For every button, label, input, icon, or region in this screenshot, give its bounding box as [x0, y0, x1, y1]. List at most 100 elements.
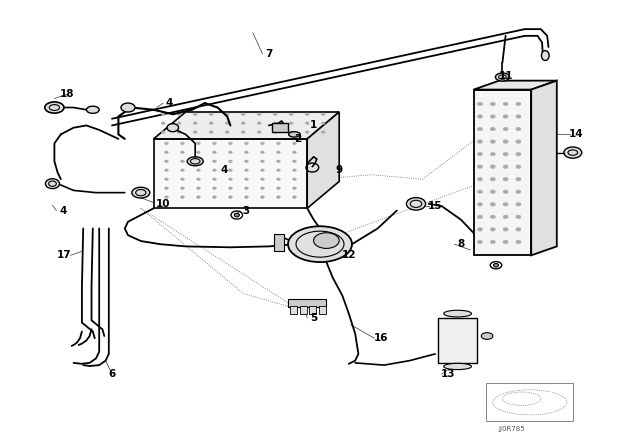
Circle shape [321, 122, 325, 125]
Circle shape [490, 102, 495, 106]
Circle shape [477, 102, 483, 106]
Circle shape [276, 196, 280, 198]
Circle shape [516, 228, 521, 231]
Circle shape [292, 187, 296, 190]
Circle shape [503, 228, 508, 231]
Circle shape [490, 177, 495, 181]
Circle shape [490, 152, 495, 156]
Ellipse shape [314, 233, 339, 248]
Circle shape [212, 160, 216, 163]
Polygon shape [307, 112, 339, 208]
Circle shape [161, 131, 165, 134]
Circle shape [289, 131, 293, 134]
Circle shape [244, 142, 248, 145]
Circle shape [516, 102, 521, 106]
Circle shape [212, 196, 216, 198]
Circle shape [289, 122, 293, 125]
Circle shape [225, 113, 229, 116]
Circle shape [490, 140, 495, 143]
Circle shape [477, 215, 483, 219]
Circle shape [209, 113, 213, 116]
Text: 15: 15 [428, 201, 442, 211]
Bar [274, 234, 284, 251]
Ellipse shape [167, 124, 179, 132]
Circle shape [516, 190, 521, 194]
Circle shape [260, 160, 264, 163]
Ellipse shape [495, 73, 509, 81]
Text: JJ0R785: JJ0R785 [499, 426, 525, 432]
Ellipse shape [121, 103, 135, 112]
Circle shape [516, 202, 521, 206]
Circle shape [490, 165, 495, 168]
Circle shape [477, 177, 483, 181]
Text: 5: 5 [310, 313, 317, 323]
Circle shape [180, 196, 184, 198]
Circle shape [490, 228, 495, 231]
Text: 2: 2 [294, 134, 301, 144]
Circle shape [516, 140, 521, 143]
Circle shape [276, 160, 280, 163]
Circle shape [305, 113, 309, 116]
Circle shape [193, 113, 197, 116]
Circle shape [503, 190, 508, 194]
Polygon shape [531, 81, 557, 255]
Circle shape [273, 131, 277, 134]
Circle shape [292, 160, 296, 163]
Circle shape [477, 190, 483, 194]
Circle shape [516, 152, 521, 156]
Circle shape [273, 113, 277, 116]
Circle shape [260, 196, 264, 198]
Circle shape [292, 169, 296, 172]
Circle shape [180, 169, 184, 172]
Circle shape [292, 178, 296, 181]
Circle shape [305, 122, 309, 125]
Circle shape [490, 115, 495, 118]
Circle shape [292, 196, 296, 198]
Circle shape [276, 187, 280, 190]
Circle shape [503, 177, 508, 181]
Circle shape [228, 169, 232, 172]
Circle shape [177, 122, 181, 125]
Circle shape [212, 142, 216, 145]
Bar [290, 306, 297, 314]
Circle shape [161, 122, 165, 125]
Bar [474, 90, 531, 255]
Bar [438, 318, 477, 363]
Circle shape [260, 151, 264, 154]
Circle shape [292, 142, 296, 145]
Text: 17: 17 [57, 250, 71, 260]
Ellipse shape [288, 226, 352, 262]
Ellipse shape [45, 179, 60, 189]
Circle shape [477, 240, 483, 244]
Circle shape [276, 142, 280, 145]
Circle shape [257, 122, 261, 125]
Circle shape [196, 151, 200, 154]
Circle shape [516, 165, 521, 168]
Circle shape [260, 169, 264, 172]
Text: 16: 16 [374, 333, 388, 343]
Text: 18: 18 [60, 89, 74, 99]
Bar [272, 123, 288, 132]
Circle shape [244, 151, 248, 154]
Circle shape [273, 122, 277, 125]
Ellipse shape [493, 263, 499, 267]
Circle shape [164, 169, 168, 172]
Circle shape [244, 196, 248, 198]
Text: 9: 9 [335, 165, 343, 175]
Circle shape [276, 178, 280, 181]
Circle shape [321, 131, 325, 134]
Circle shape [209, 122, 213, 125]
Circle shape [503, 115, 508, 118]
Ellipse shape [234, 213, 239, 217]
Text: 11: 11 [499, 71, 513, 81]
Circle shape [225, 131, 229, 134]
Bar [486, 383, 573, 421]
Circle shape [503, 165, 508, 168]
Circle shape [260, 187, 264, 190]
Circle shape [228, 196, 232, 198]
Circle shape [477, 115, 483, 118]
Circle shape [180, 187, 184, 190]
Text: 4: 4 [220, 165, 228, 175]
Circle shape [212, 151, 216, 154]
Circle shape [244, 160, 248, 163]
